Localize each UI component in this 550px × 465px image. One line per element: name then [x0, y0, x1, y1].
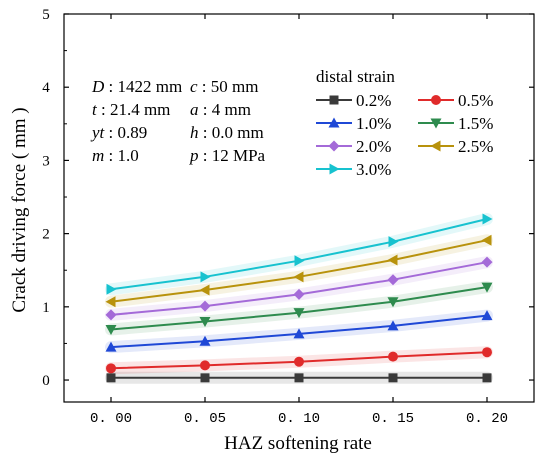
parameter-annotation: a : 4 mm: [190, 100, 251, 119]
x-tick-label: 0. 20: [466, 411, 508, 427]
parameter-value: : 4 mm: [199, 100, 251, 119]
legend-label: 1.5%: [458, 114, 493, 133]
x-tick-label: 0. 15: [372, 411, 414, 427]
y-axis: 0 1 2 3 4 5: [42, 7, 534, 389]
parameter-symbol: yt: [90, 123, 106, 142]
data-point: [293, 288, 305, 300]
data-point: [200, 360, 210, 371]
data-point: [387, 297, 399, 308]
legend-swatch-marker: [431, 95, 441, 105]
parameter-annotation: p : 12 MPa: [189, 146, 266, 165]
data-point: [388, 373, 398, 383]
data-point: [387, 274, 399, 286]
data-point: [293, 271, 304, 283]
data-point: [200, 271, 211, 283]
legend: distal strain 0.2% 0.5% 1.0% 1.5% 2.0% 2.5% 3.…: [316, 67, 493, 179]
data-point: [481, 256, 493, 268]
parameter-symbol: m: [92, 146, 104, 165]
data-point: [481, 310, 493, 321]
data-point: [105, 341, 117, 352]
parameter-annotation: m : 1.0: [92, 146, 139, 165]
parameter-value: : 0.0 mm: [199, 123, 264, 142]
parameter-symbol: t: [92, 100, 98, 119]
x-tick-label: 0. 05: [184, 411, 226, 427]
parameter-symbol: h: [190, 123, 199, 142]
data-point: [199, 284, 210, 296]
x-tick-label: 0. 10: [278, 411, 320, 427]
data-point: [199, 300, 211, 312]
y-tick-label: 1: [42, 300, 50, 316]
data-point: [106, 373, 116, 383]
data-point: [199, 335, 211, 346]
parameter-value: : 50 mm: [198, 77, 259, 96]
data-point: [294, 373, 304, 383]
parameter-annotation: yt : 0.89: [90, 123, 147, 142]
legend-label: 2.0%: [356, 137, 391, 156]
legend-label: 3.0%: [356, 160, 391, 179]
data-point: [294, 356, 304, 367]
legend-title: distal strain: [316, 67, 395, 86]
data-point: [106, 363, 116, 374]
data-point: [482, 347, 492, 358]
y-tick-label: 3: [42, 153, 50, 169]
parameter-annotation: h : 0.0 mm: [190, 123, 264, 142]
legend-swatch-marker: [328, 117, 340, 128]
parameter-value: : 12 MPa: [199, 146, 266, 165]
y-tick-label: 4: [42, 80, 50, 96]
parameter-symbol: p: [189, 146, 199, 165]
legend-swatch-marker: [329, 163, 340, 175]
legend-swatch-marker: [430, 140, 441, 152]
data-point: [388, 236, 399, 248]
data-point: [105, 309, 117, 321]
data-point: [200, 373, 210, 383]
data-point: [105, 296, 116, 308]
parameter-value: : 1.0: [104, 146, 138, 165]
data-point: [387, 254, 398, 266]
y-tick-label: 5: [42, 7, 50, 23]
data-point: [482, 373, 492, 383]
y-tick-label: 0: [42, 373, 50, 389]
data-point: [388, 351, 398, 362]
data-point: [199, 316, 211, 327]
data-point: [294, 255, 305, 267]
legend-swatch-marker: [329, 95, 339, 105]
parameter-value: : 21.4 mm: [97, 100, 171, 119]
y-tick-label: 2: [42, 227, 50, 243]
data-point: [293, 328, 305, 339]
legend-label: 2.5%: [458, 137, 493, 156]
data-point: [387, 320, 399, 331]
data-point: [105, 325, 117, 336]
x-axis-title: HAZ softening rate: [224, 433, 372, 454]
parameter-symbol: c: [190, 77, 198, 96]
parameter-symbol: a: [190, 100, 199, 119]
legend-label: 1.0%: [356, 114, 391, 133]
data-point: [293, 308, 305, 319]
legend-label: 0.5%: [458, 91, 493, 110]
series-markers: [105, 213, 493, 383]
parameter-annotation: t : 21.4 mm: [92, 100, 170, 119]
legend-label: 0.2%: [356, 91, 391, 110]
parameter-symbol: D: [91, 77, 105, 96]
data-point: [106, 283, 117, 295]
data-point: [481, 282, 493, 293]
x-tick-label: 0. 00: [90, 411, 132, 427]
legend-swatch-marker: [430, 118, 442, 129]
data-point: [482, 213, 493, 225]
parameter-value: : 1422 mm: [104, 77, 182, 96]
parameter-annotation: D : 1422 mm: [91, 77, 182, 96]
data-point: [481, 234, 492, 246]
parameter-value: : 0.89: [104, 123, 147, 142]
x-axis: 0. 00 0. 05 0. 10 0. 15 0. 20: [90, 14, 508, 427]
parameter-annotation: c : 50 mm: [190, 77, 258, 96]
y-axis-title: Crack driving force ( mm ): [9, 107, 30, 312]
legend-swatch-marker: [328, 140, 340, 152]
